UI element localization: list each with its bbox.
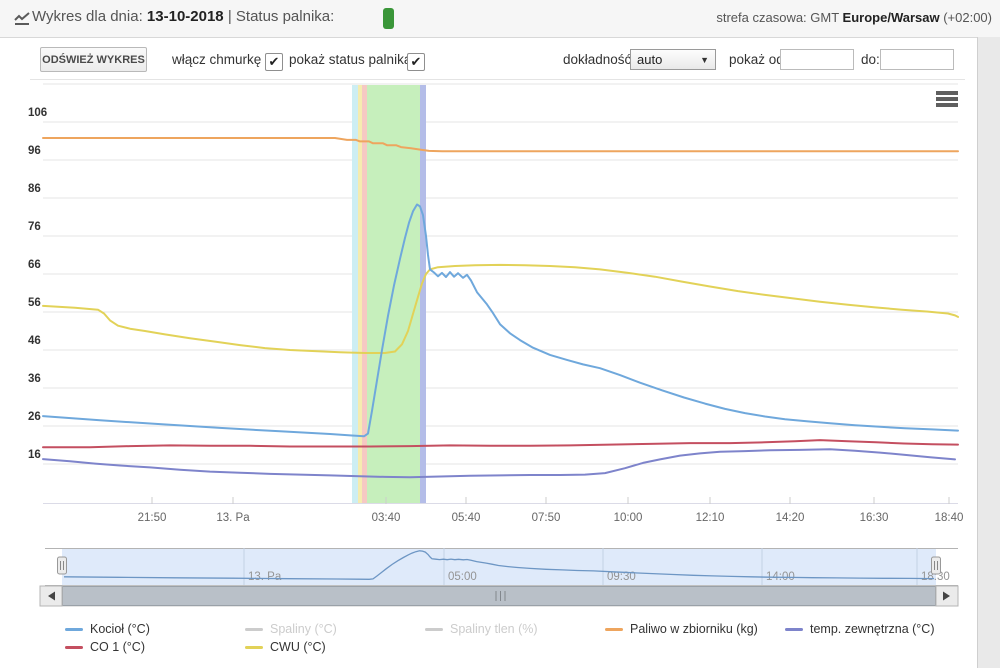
burner-status-label: Status palnika: <box>235 8 335 25</box>
precision-label: dokładność: <box>563 52 636 67</box>
navigator-axis-label: 09:30 <box>607 571 636 583</box>
scrollbar-right-button[interactable] <box>935 585 959 607</box>
legend-item-spaliny-tlen-[interactable]: Spaliny tlen (%) <box>425 622 538 638</box>
precision-select[interactable]: auto ▼ <box>630 49 716 70</box>
legend-item-temp-zewn-trzna-c-[interactable]: temp. zewnętrzna (°C) <box>785 622 934 638</box>
legend-marker <box>245 646 263 650</box>
x-axis-label: 13. Pa <box>216 512 250 524</box>
show-to-input[interactable] <box>880 49 954 70</box>
navigator-axis-label: 05:00 <box>448 571 477 583</box>
x-axis-label: 12:10 <box>696 512 725 524</box>
y-axis-label: 86 <box>28 183 41 195</box>
legend-label: CWU (°C) <box>270 640 326 654</box>
cloud-checkbox-label: włącz chmurkę <box>172 52 262 67</box>
burner-phase-cyan-plotband <box>352 85 358 503</box>
navigator-axis-label: 18:30 <box>921 571 950 583</box>
navigator-axis-label: 13. Pa <box>248 571 282 583</box>
burner-phase-red-plotband <box>362 85 367 503</box>
legend-label: Kocioł (°C) <box>90 622 150 636</box>
legend-item-co-1-c-[interactable]: CO 1 (°C) <box>65 640 145 656</box>
page-title: Wykres dla dnia: 13-10-2018 | Status pal… <box>32 8 335 25</box>
y-axis-label: 36 <box>28 373 41 385</box>
series-kocio-c- <box>42 203 959 438</box>
x-axis-label: 03:40 <box>372 512 401 524</box>
burner-status-checkbox[interactable]: ✔ <box>407 53 425 71</box>
scrollbar-left-button[interactable] <box>39 585 63 607</box>
line-chart-icon <box>14 12 30 25</box>
x-axis-label: 05:40 <box>452 512 481 524</box>
y-axis-label: 66 <box>28 259 41 271</box>
navigator-handle-right[interactable] <box>931 556 941 575</box>
app-header <box>0 0 1000 38</box>
legend-label: Paliwo w zbiorniku (kg) <box>630 622 758 636</box>
navigator-mask <box>62 548 936 585</box>
legend-marker <box>245 628 263 632</box>
chart-menu-icon[interactable] <box>936 91 958 109</box>
legend-marker <box>65 628 83 632</box>
legend-marker <box>425 628 443 632</box>
y-axis-label: 96 <box>28 145 41 157</box>
y-axis-label: 106 <box>28 107 47 119</box>
x-axis-label: 21:50 <box>138 512 167 524</box>
legend-marker <box>605 628 623 632</box>
y-axis-label: 56 <box>28 297 41 309</box>
legend-label: CO 1 (°C) <box>90 640 145 654</box>
legend-label: Spaliny tlen (%) <box>450 622 538 636</box>
refresh-chart-button[interactable]: ODŚWIEŻ WYKRES <box>40 47 147 72</box>
burner-phase-blue-plotband <box>420 85 426 503</box>
toolbar-divider <box>30 79 965 80</box>
legend-marker <box>785 628 803 632</box>
show-from-label: pokaż od: <box>729 52 788 67</box>
series-paliwo-w-zbiorniku-kg- <box>42 137 959 153</box>
x-axis-label: 07:50 <box>532 512 561 524</box>
burner-working-green-plotband <box>367 85 420 503</box>
series-cwu-c- <box>42 263 959 354</box>
series-temp-zewn-trzna-c- <box>42 448 956 479</box>
check-icon: ✔ <box>410 54 422 69</box>
chart-date: 13-10-2018 <box>146 8 224 25</box>
scrollbar-thumb[interactable] <box>62 586 936 606</box>
navigator-handle-left[interactable] <box>57 556 67 575</box>
arrow-right-icon <box>943 591 950 601</box>
legend-marker <box>65 646 83 650</box>
x-axis-label: 16:30 <box>860 512 889 524</box>
burner-phase-yellow-plotband <box>358 85 362 503</box>
legend-label: Spaliny (°C) <box>270 622 337 636</box>
y-axis-label: 46 <box>28 335 41 347</box>
legend-item-cwu-c-[interactable]: CWU (°C) <box>245 640 326 656</box>
x-axis-label: 18:40 <box>935 512 964 524</box>
legend-item-paliwo-w-zbiorniku-kg-[interactable]: Paliwo w zbiorniku (kg) <box>605 622 758 638</box>
chart-canvas: 21:50 13. Pa 03:40 05:40 07:50 10:00 12:10 14:2… <box>28 83 964 607</box>
burner-status-badge <box>383 8 394 29</box>
show-to-label: do: <box>861 52 880 67</box>
navigator-series <box>63 550 935 580</box>
check-icon: ✔ <box>268 54 280 69</box>
arrow-left-icon <box>48 591 55 601</box>
x-axis-label: 10:00 <box>614 512 643 524</box>
legend-label: temp. zewnętrzna (°C) <box>810 622 935 636</box>
show-from-input[interactable] <box>780 49 854 70</box>
legend-item-kocio-c-[interactable]: Kocioł (°C) <box>65 622 150 638</box>
x-axis-label: 14:20 <box>776 512 805 524</box>
right-margin-strip <box>977 37 1000 668</box>
series-co-1-c- <box>42 439 959 449</box>
burner-checkbox-label: pokaż status palnika <box>289 52 412 67</box>
chevron-down-icon: ▼ <box>700 55 709 65</box>
legend-item-spaliny-c-[interactable]: Spaliny (°C) <box>245 622 337 638</box>
y-axis-label: 16 <box>28 449 41 461</box>
cloud-checkbox[interactable]: ✔ <box>265 53 283 71</box>
y-axis-label: 26 <box>28 411 41 423</box>
y-axis-label: 76 <box>28 221 41 233</box>
timezone-label: strefa czasowa: GMT Europe/Warsaw (+02:0… <box>716 10 992 25</box>
